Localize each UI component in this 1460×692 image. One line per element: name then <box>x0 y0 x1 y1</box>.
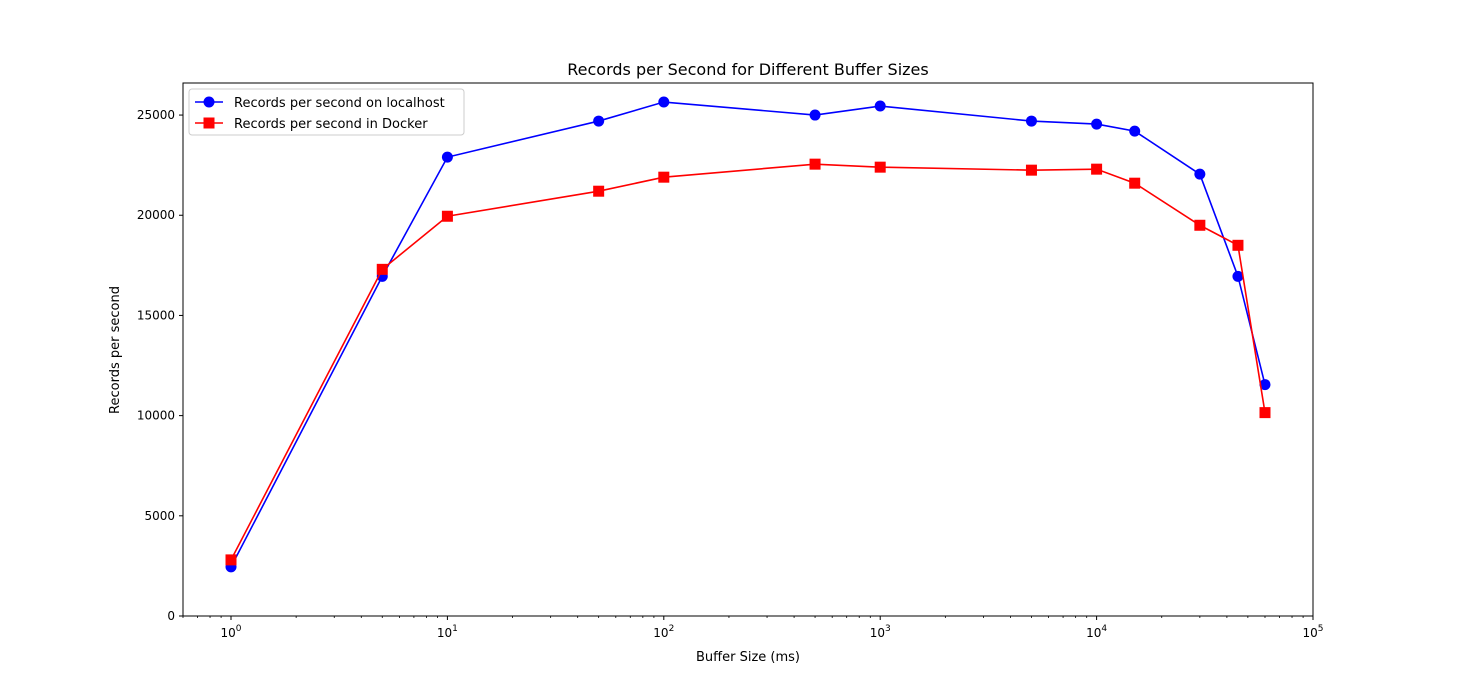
legend-marker-docker <box>203 117 215 129</box>
plot-area-frame <box>182 82 1314 617</box>
y-tick-label: 20000 <box>137 208 175 222</box>
x-tick-label: 102 <box>653 624 674 640</box>
x-axis: 100 101 102 103 104 105 <box>182 616 1324 640</box>
y-tick-label: 0 <box>167 609 175 623</box>
data-point-docker <box>1129 177 1141 189</box>
data-point-docker <box>376 263 388 275</box>
data-point-localhost <box>658 96 670 108</box>
data-point-localhost <box>1129 125 1141 137</box>
x-axis-label: Buffer Size (ms) <box>696 650 800 665</box>
y-axis: 0 5000 10000 15000 20000 25000 <box>137 108 183 623</box>
data-point-localhost <box>1091 118 1103 130</box>
series-layer <box>225 96 1271 573</box>
y-tick-label: 25000 <box>137 108 175 122</box>
data-point-localhost <box>1259 379 1271 391</box>
legend-box <box>188 88 465 136</box>
data-point-docker <box>874 161 886 173</box>
x-tick-label: 104 <box>1086 624 1107 640</box>
y-tick-label: 10000 <box>137 409 175 423</box>
data-point-docker <box>1025 164 1037 176</box>
x-tick-label: 103 <box>870 624 891 640</box>
data-point-docker <box>809 158 821 170</box>
data-point-docker <box>441 210 453 222</box>
x-tick-label: 105 <box>1302 624 1323 640</box>
data-point-localhost <box>593 115 605 127</box>
y-axis-label: Records per second <box>108 286 123 414</box>
data-point-localhost <box>1232 270 1244 282</box>
data-point-docker <box>1232 239 1244 251</box>
legend: Records per second on localhost Records p… <box>188 88 465 136</box>
data-point-localhost <box>441 151 453 163</box>
chart-title: Records per Second for Different Buffer … <box>567 60 928 79</box>
y-tick-label: 15000 <box>137 308 175 322</box>
data-point-docker <box>1091 163 1103 175</box>
series-line-localhost <box>230 101 1266 568</box>
data-point-localhost <box>809 109 821 121</box>
legend-label-localhost: Records per second on localhost <box>234 96 445 111</box>
data-point-localhost <box>874 100 886 112</box>
data-point-localhost <box>1025 115 1037 127</box>
x-tick-label: 101 <box>437 624 458 640</box>
series-line-docker <box>230 163 1266 561</box>
x-tick-label: 100 <box>220 624 241 640</box>
data-point-docker <box>1259 407 1271 419</box>
data-point-docker <box>658 171 670 183</box>
data-point-localhost <box>1194 168 1206 180</box>
legend-marker-localhost <box>203 96 215 108</box>
data-point-docker <box>225 554 237 566</box>
legend-label-docker: Records per second in Docker <box>234 117 428 132</box>
y-tick-label: 5000 <box>144 509 175 523</box>
data-point-docker <box>593 185 605 197</box>
data-point-docker <box>1194 219 1206 231</box>
